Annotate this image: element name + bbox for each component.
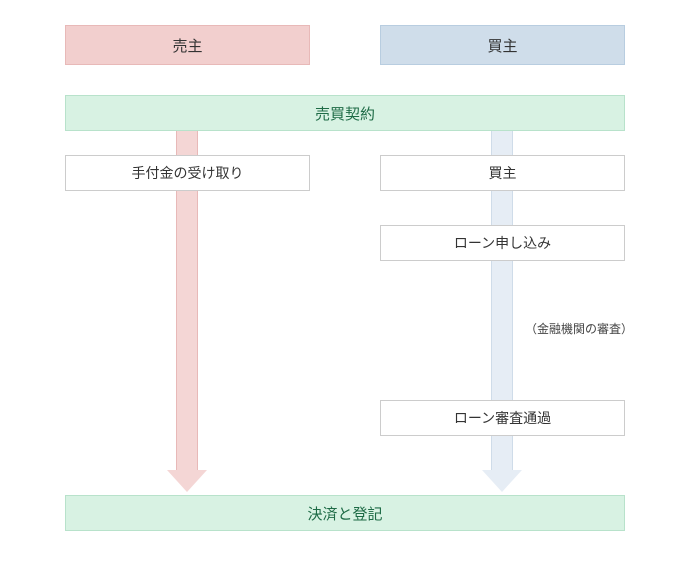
seller-step-deposit: 手付金の受け取り [65, 155, 310, 191]
header-buyer-label: 買主 [487, 35, 517, 56]
buyer-step-loan-apply: ローン申し込み [380, 225, 625, 261]
header-buyer: 買主 [380, 25, 625, 65]
contract-box: 売買契約 [65, 95, 625, 131]
buyer-step-confirm-label: 買主 [489, 163, 517, 183]
header-seller-label: 売主 [172, 35, 202, 56]
settlement-label: 決済と登記 [307, 503, 382, 524]
buyer-step-loan-pass: ローン審査通過 [380, 400, 625, 436]
flow-diagram: 売主 買主 売買契約 手付金の受け取り 買主 ローン申し込み （金融機関の審査）… [0, 0, 679, 566]
buyer-step-loan-apply-label: ローン申し込み [454, 233, 551, 253]
contract-label: 売買契約 [315, 103, 375, 124]
side-note-review: （金融機関の審査） [525, 320, 633, 337]
buyer-step-loan-pass-label: ローン審査通過 [454, 408, 551, 428]
buyer-arrow-head [482, 470, 522, 492]
header-seller: 売主 [65, 25, 310, 65]
side-note-review-label: （金融機関の審査） [525, 322, 633, 336]
seller-arrow-head [167, 470, 207, 492]
settlement-box: 決済と登記 [65, 495, 625, 531]
seller-step-deposit-label: 手付金の受け取り [132, 163, 244, 183]
buyer-step-confirm: 買主 [380, 155, 625, 191]
